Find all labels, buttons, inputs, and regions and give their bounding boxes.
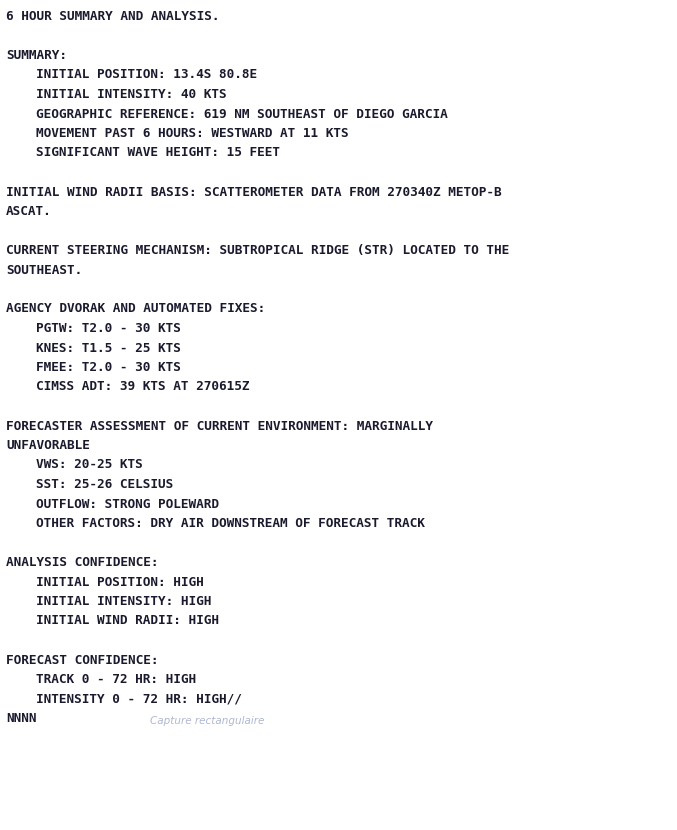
Text: INITIAL WIND RADII BASIS: SCATTEROMETER DATA FROM 270340Z METOP-B: INITIAL WIND RADII BASIS: SCATTEROMETER … <box>6 185 502 198</box>
Text: OTHER FACTORS: DRY AIR DOWNSTREAM OF FORECAST TRACK: OTHER FACTORS: DRY AIR DOWNSTREAM OF FOR… <box>36 517 425 530</box>
Text: INITIAL INTENSITY: 40 KTS: INITIAL INTENSITY: 40 KTS <box>36 88 227 101</box>
Text: SIGNIFICANT WAVE HEIGHT: 15 FEET: SIGNIFICANT WAVE HEIGHT: 15 FEET <box>36 147 280 159</box>
Text: CIMSS ADT: 39 KTS AT 270615Z: CIMSS ADT: 39 KTS AT 270615Z <box>36 380 250 393</box>
Text: INTENSITY 0 - 72 HR: HIGH//: INTENSITY 0 - 72 HR: HIGH// <box>36 692 242 705</box>
Text: ANALYSIS CONFIDENCE:: ANALYSIS CONFIDENCE: <box>6 556 158 569</box>
Text: INITIAL INTENSITY: HIGH: INITIAL INTENSITY: HIGH <box>36 595 211 608</box>
Text: TRACK 0 - 72 HR: HIGH: TRACK 0 - 72 HR: HIGH <box>36 673 196 686</box>
Text: INITIAL POSITION: 13.4S 80.8E: INITIAL POSITION: 13.4S 80.8E <box>36 69 257 81</box>
Text: GEOGRAPHIC REFERENCE: 619 NM SOUTHEAST OF DIEGO GARCIA: GEOGRAPHIC REFERENCE: 619 NM SOUTHEAST O… <box>36 108 447 120</box>
Text: CURRENT STEERING MECHANISM: SUBTROPICAL RIDGE (STR) LOCATED TO THE: CURRENT STEERING MECHANISM: SUBTROPICAL … <box>6 244 509 257</box>
Text: 6 HOUR SUMMARY AND ANALYSIS.: 6 HOUR SUMMARY AND ANALYSIS. <box>6 10 219 23</box>
Text: PGTW: T2.0 - 30 KTS: PGTW: T2.0 - 30 KTS <box>36 322 181 335</box>
Text: SOUTHEAST.: SOUTHEAST. <box>6 263 82 276</box>
Text: UNFAVORABLE: UNFAVORABLE <box>6 439 90 452</box>
Text: NNNN: NNNN <box>6 712 37 725</box>
Text: SUMMARY:: SUMMARY: <box>6 49 67 62</box>
Text: AGENCY DVORAK AND AUTOMATED FIXES:: AGENCY DVORAK AND AUTOMATED FIXES: <box>6 302 265 315</box>
Text: VWS: 20-25 KTS: VWS: 20-25 KTS <box>36 458 143 471</box>
Text: FORECAST CONFIDENCE:: FORECAST CONFIDENCE: <box>6 653 158 666</box>
Text: MOVEMENT PAST 6 HOURS: WESTWARD AT 11 KTS: MOVEMENT PAST 6 HOURS: WESTWARD AT 11 KT… <box>36 127 349 140</box>
Text: SST: 25-26 CELSIUS: SST: 25-26 CELSIUS <box>36 478 173 491</box>
Text: FORECASTER ASSESSMENT OF CURRENT ENVIRONMENT: MARGINALLY: FORECASTER ASSESSMENT OF CURRENT ENVIRON… <box>6 419 433 432</box>
Text: Capture rectangulaire: Capture rectangulaire <box>150 716 265 726</box>
Text: INITIAL WIND RADII: HIGH: INITIAL WIND RADII: HIGH <box>36 614 219 627</box>
Text: INITIAL POSITION: HIGH: INITIAL POSITION: HIGH <box>36 575 204 588</box>
Text: KNES: T1.5 - 25 KTS: KNES: T1.5 - 25 KTS <box>36 341 181 354</box>
Text: OUTFLOW: STRONG POLEWARD: OUTFLOW: STRONG POLEWARD <box>36 497 219 510</box>
Text: FMEE: T2.0 - 30 KTS: FMEE: T2.0 - 30 KTS <box>36 361 181 374</box>
Text: ASCAT.: ASCAT. <box>6 205 51 218</box>
